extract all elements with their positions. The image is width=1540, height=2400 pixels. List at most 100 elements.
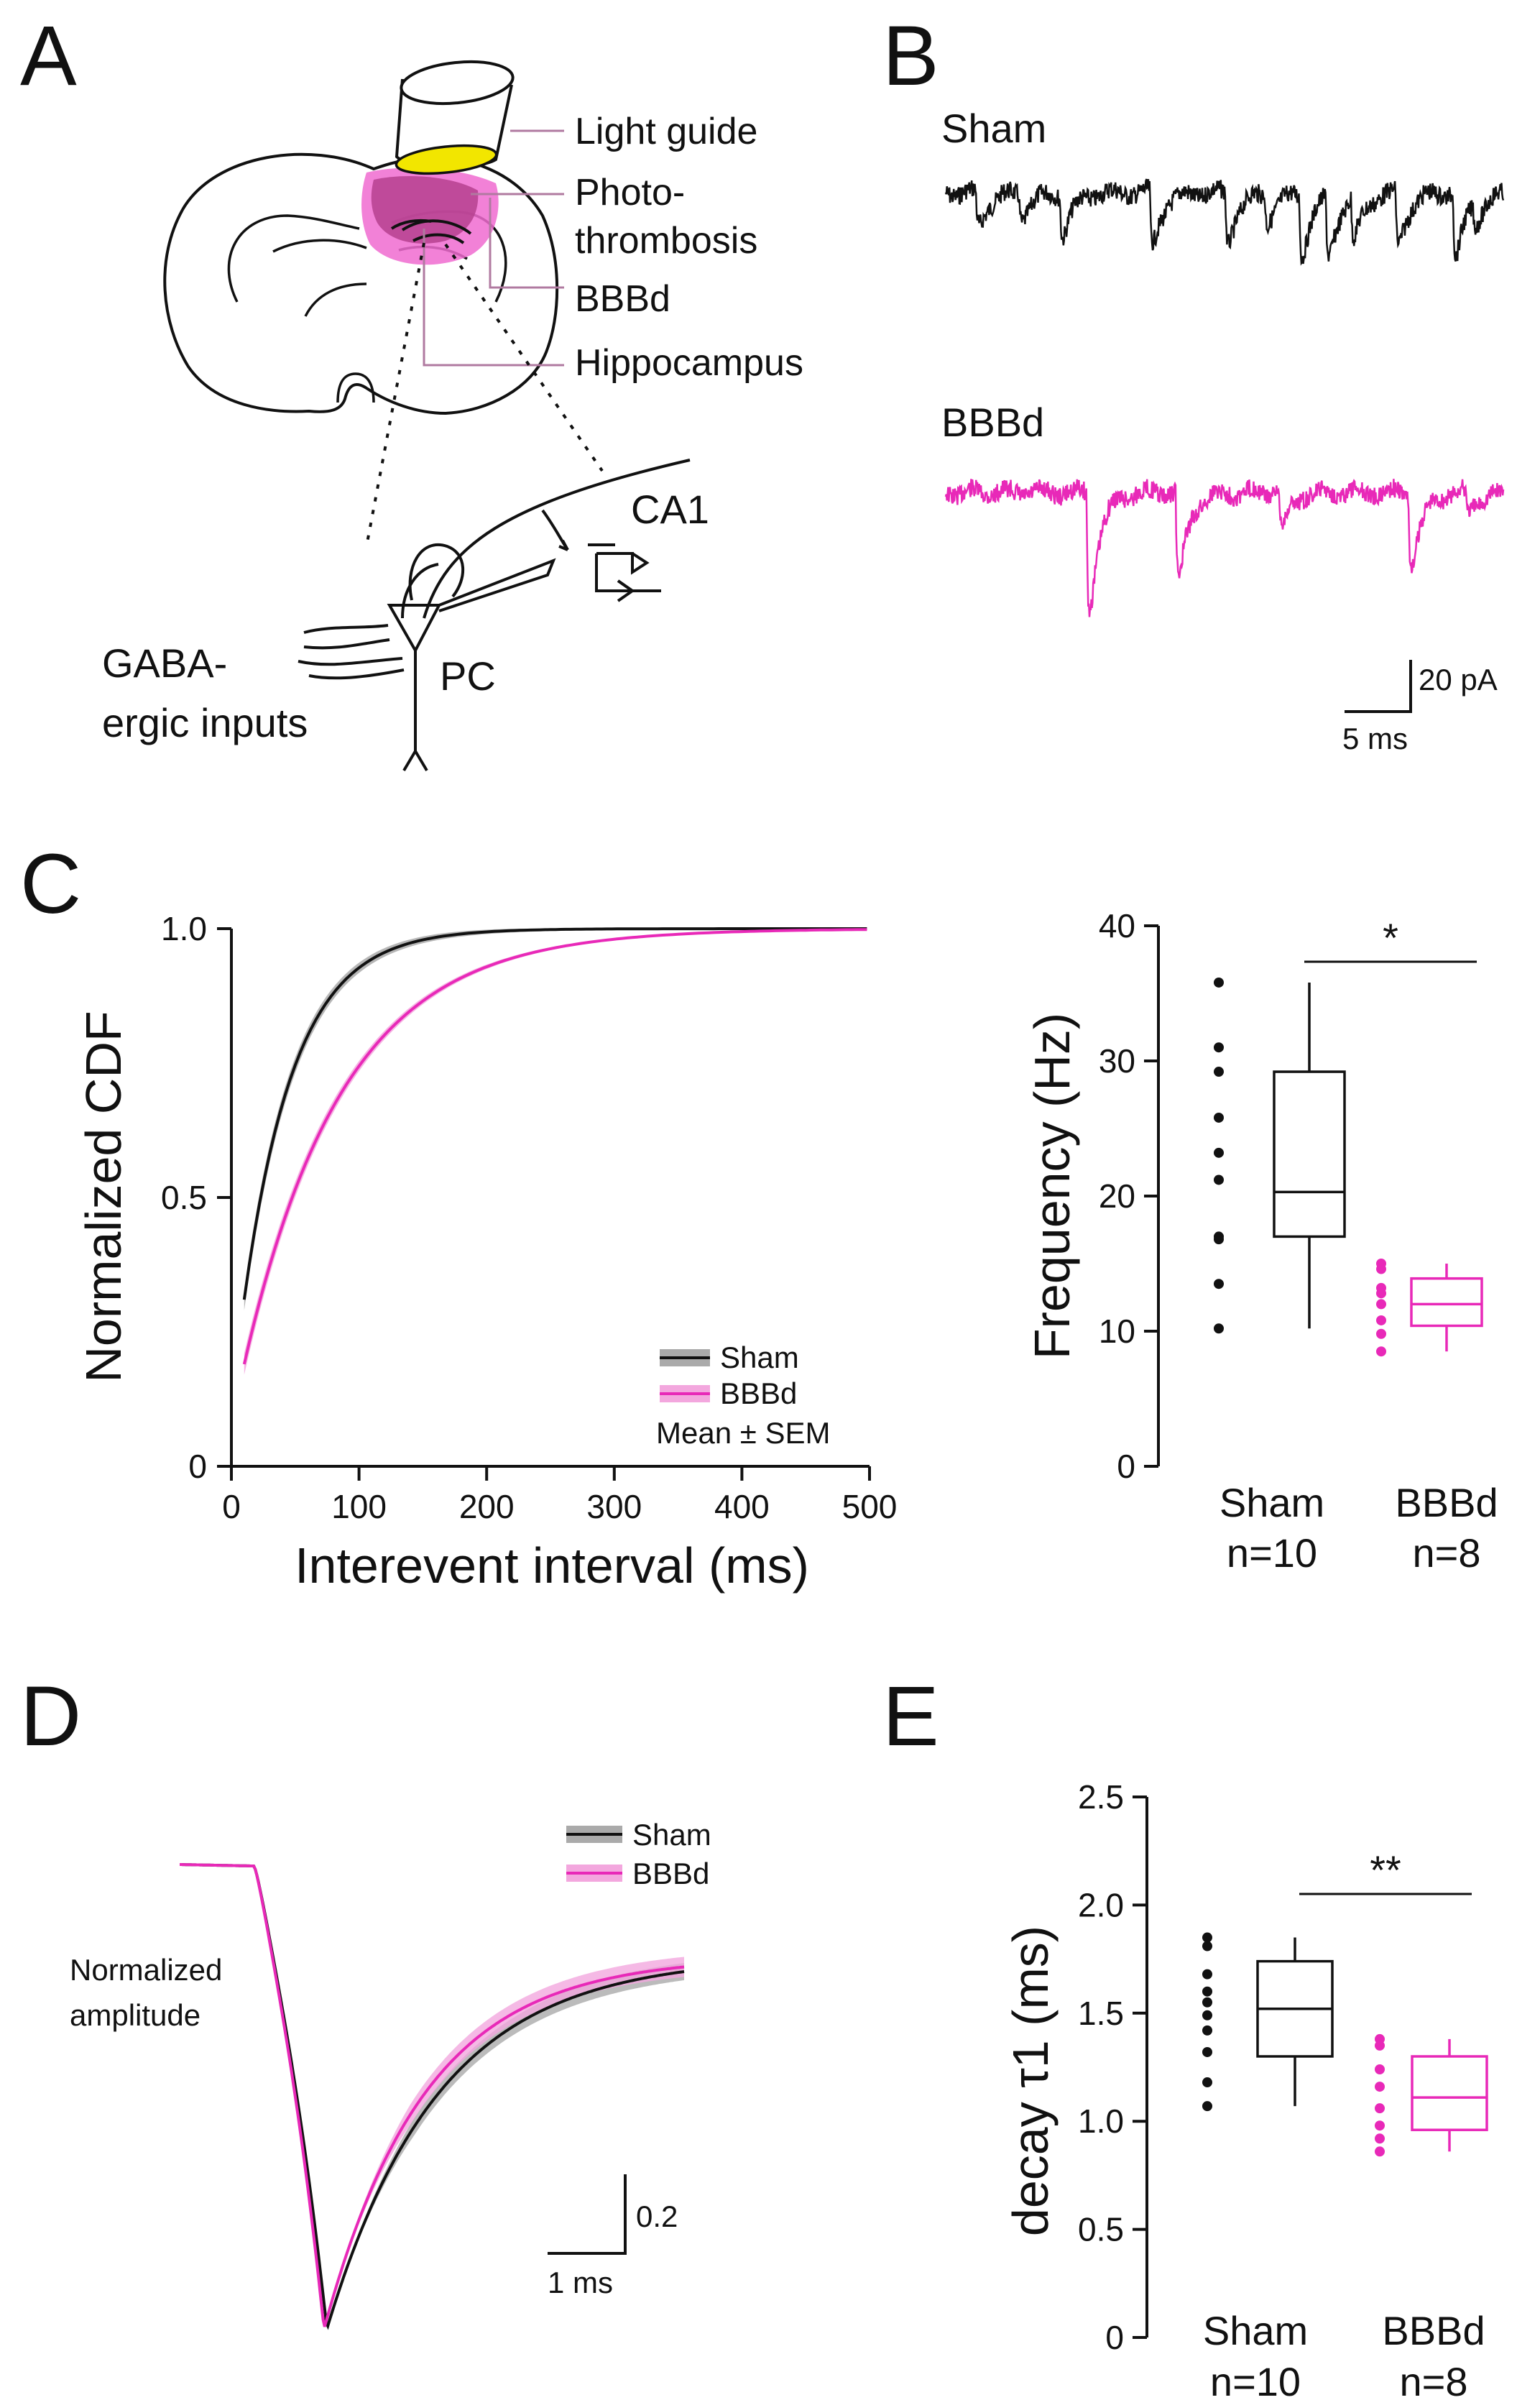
decay-point-sham [1202, 1969, 1212, 1980]
decay-n-bbbd: n=8 [1400, 2359, 1468, 2400]
decay-y-tick-label: 1.5 [1078, 1995, 1124, 2032]
decay-point-bbbd [1375, 2040, 1385, 2051]
frequency-y-axis-label: Frequency (Hz) [1024, 1013, 1080, 1359]
decay-point-bbbd [1375, 2146, 1385, 2157]
waveform-normalized-label-1: Normalized [70, 1953, 222, 1987]
decay-point-sham [1202, 2077, 1212, 2088]
decay-point-sham [1202, 2025, 1212, 2036]
frequency-point-bbbd [1376, 1346, 1386, 1357]
frequency-box-chart: 0 10 20 30 40 Frequency (Hz) * Sham n=10 BBB… [1024, 907, 1498, 1576]
label-ca1: CA1 [631, 487, 709, 532]
trace-title-sham: Sham [941, 106, 1046, 151]
decay-point-sham [1202, 1941, 1212, 1951]
frequency-y-tick-label: 40 [1099, 907, 1135, 944]
frequency-point-bbbd [1376, 1264, 1386, 1274]
cdf-y-tick-label: 0 [188, 1448, 207, 1485]
frequency-category-sham: Sham [1219, 1480, 1324, 1525]
waveform-scale-bar [548, 2174, 627, 2255]
frequency-point-sham [1214, 1323, 1224, 1334]
frequency-y-tick-label: 0 [1117, 1448, 1135, 1485]
label-thrombosis: thrombosis [575, 220, 757, 262]
label-bbbd: BBBd [575, 278, 670, 320]
wave-legend-label-bbbd: BBBd [632, 1857, 709, 1890]
decay-point-bbbd [1375, 2082, 1385, 2092]
ca1-neuron-schematic [298, 459, 691, 772]
bbbd-area [371, 176, 479, 244]
legend-label-bbbd: BBBd [720, 1376, 797, 1410]
label-light-guide: Light guide [575, 111, 757, 152]
cdf-y-tick-label: 0.5 [161, 1179, 207, 1216]
decay-point-bbbd [1375, 2103, 1385, 2114]
legend-note: Mean ± SEM [656, 1416, 830, 1450]
decay-point-sham [1202, 2101, 1212, 2112]
panel-b: B Sham BBBd 20 pA 5 ms [882, 9, 1505, 755]
waveform-sham-band [180, 1865, 684, 2327]
decay-point-sham [1202, 1997, 1212, 2008]
sham-current-trace [944, 178, 1505, 266]
frequency-y-tick-label: 20 [1099, 1177, 1135, 1215]
frequency-box-bbbd [1410, 1277, 1483, 1328]
sham-cdf-line [242, 927, 867, 1300]
frequency-point-sham [1214, 1279, 1224, 1289]
panel-d: D Sham BBBd Normalized amplitude 0.2 1 m… [20, 1669, 711, 2330]
waveform-scale-amplitude: 0.2 [636, 2199, 678, 2233]
zoom-lines [365, 242, 604, 547]
frequency-y-tick-label: 10 [1099, 1312, 1135, 1350]
panel-b-letter: B [882, 9, 939, 104]
panel-a: A Light guide Photo- thrombosis BBBd Hip… [20, 9, 803, 772]
frequency-point-bbbd [1376, 1315, 1386, 1325]
frequency-box-sham [1273, 1070, 1346, 1238]
panel-a-letter: A [20, 9, 77, 104]
label-pc: PC [440, 653, 496, 699]
decay-box-bbbd [1411, 2055, 1488, 2131]
label-gaba-2: ergic inputs [102, 700, 308, 745]
decay-y-tick-label: 0 [1105, 2319, 1124, 2356]
cdf-x-tick-label: 200 [459, 1488, 515, 1525]
cdf-y-tick-label: 1.0 [161, 910, 207, 947]
frequency-point-sham [1214, 1067, 1224, 1077]
cdf-x-tick-label: 100 [331, 1488, 387, 1525]
light-guide-icon [395, 60, 515, 175]
decay-point-bbbd [1375, 2120, 1385, 2131]
frequency-point-sham [1214, 1112, 1224, 1123]
panel-c-letter: C [20, 837, 81, 932]
frequency-point-bbbd [1376, 1299, 1386, 1310]
brain-ventricle [336, 372, 375, 403]
cdf-x-axis-label: Interevent interval (ms) [295, 1537, 809, 1594]
decay-y-tick-label: 0.5 [1078, 2211, 1124, 2248]
frequency-significance-marker: * [1383, 915, 1398, 960]
panel-e: E 0 0.5 1.0 1.5 2.0 2.5 decay τ1 (ms) ** Sham… [882, 1669, 1488, 2400]
decay-y-tick-label: 2.0 [1078, 1886, 1124, 1923]
frequency-point-bbbd [1376, 1288, 1386, 1299]
waveform-normalized-label-2: amplitude [70, 1998, 200, 2032]
frequency-category-bbbd: BBBd [1395, 1480, 1498, 1525]
panel-e-letter: E [882, 1669, 939, 1764]
hippocampus-shape [390, 219, 472, 244]
decay-point-bbbd [1375, 2064, 1385, 2075]
decay-point-sham [1202, 1932, 1212, 1943]
frequency-point-sham [1214, 1174, 1224, 1185]
decay-significance-marker: ** [1370, 1847, 1401, 1893]
label-leader-lines [423, 129, 564, 367]
decay-n-sham: n=10 [1210, 2359, 1301, 2400]
panel-c: C 0 100 200 300 400 500 00.51.0 Interevent in… [20, 837, 1498, 1594]
scale-bar-label-current: 20 pA [1419, 663, 1498, 696]
panel-d-letter: D [20, 1669, 81, 1764]
decay-y-tick-label: 1.0 [1078, 2102, 1124, 2140]
brain-inner-left [227, 214, 367, 317]
bbbd-cdf-line [242, 928, 867, 1365]
label-gaba-1: GABA- [102, 640, 227, 686]
waveform-scale-time: 1 ms [548, 2266, 613, 2299]
decay-category-bbbd: BBBd [1382, 2308, 1485, 2353]
frequency-n-sham: n=10 [1227, 1530, 1317, 1576]
frequency-point-sham [1214, 1042, 1224, 1053]
trace-title-bbbd: BBBd [941, 400, 1044, 445]
decay-point-sham [1202, 2010, 1212, 2020]
decay-point-sham [1202, 1986, 1212, 1997]
wave-legend-label-sham: Sham [632, 1818, 711, 1852]
frequency-point-sham [1214, 1234, 1224, 1245]
frequency-point-sham [1214, 977, 1224, 988]
waveform-legend: Sham BBBd [566, 1818, 711, 1890]
label-hippocampus: Hippocampus [575, 342, 803, 384]
